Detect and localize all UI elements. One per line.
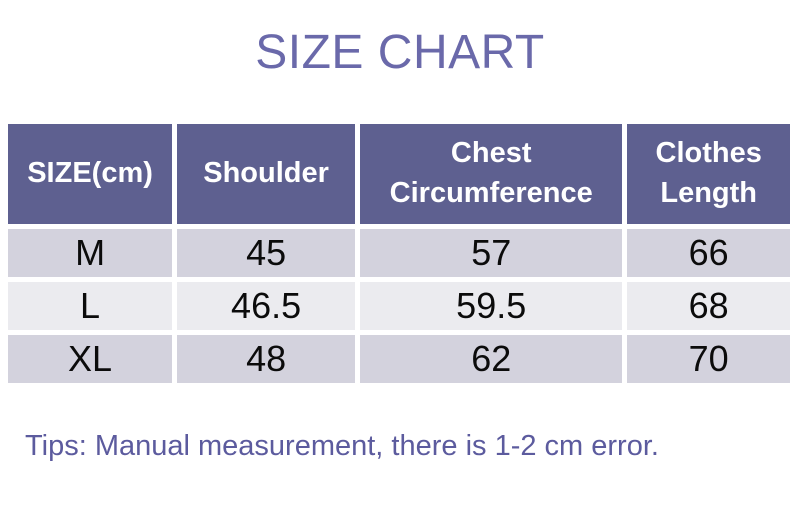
measurement-value-cell: 59.5 bbox=[360, 281, 623, 330]
header-cell-clothes-length: Clothes Length bbox=[627, 123, 790, 224]
measurement-value-cell: 70 bbox=[627, 334, 790, 383]
measurement-value-cell: 62 bbox=[360, 334, 623, 383]
size-label-cell: XL bbox=[8, 334, 173, 383]
size-label-cell: M bbox=[8, 228, 173, 277]
measurement-value-cell: 68 bbox=[627, 281, 790, 330]
size-label-cell: L bbox=[8, 281, 173, 330]
measurement-value-cell: 45 bbox=[177, 228, 356, 277]
measurement-value-cell: 48 bbox=[177, 334, 356, 383]
measurement-value-cell: 46.5 bbox=[177, 281, 356, 330]
measurement-value-cell: 57 bbox=[360, 228, 623, 277]
header-cell-shoulder: Shoulder bbox=[177, 123, 356, 224]
page-title: SIZE CHART bbox=[255, 26, 545, 79]
size-chart-table: SIZE(cm) Shoulder Chest Circumference Cl… bbox=[3, 119, 795, 388]
size-table-body: M 45 57 66 L 46.5 59.5 68 XL 48 62 70 bbox=[8, 228, 790, 383]
table-row: XL 48 62 70 bbox=[8, 334, 790, 383]
measurement-value-cell: 66 bbox=[627, 228, 790, 277]
table-header-row: SIZE(cm) Shoulder Chest Circumference Cl… bbox=[8, 123, 790, 224]
tips-note: Tips: Manual measurement, there is 1-2 c… bbox=[25, 429, 659, 462]
header-cell-chest-circumference: Chest Circumference bbox=[360, 123, 623, 224]
table-row: M 45 57 66 bbox=[8, 228, 790, 277]
table-row: L 46.5 59.5 68 bbox=[8, 281, 790, 330]
header-cell-size: SIZE(cm) bbox=[8, 123, 173, 224]
